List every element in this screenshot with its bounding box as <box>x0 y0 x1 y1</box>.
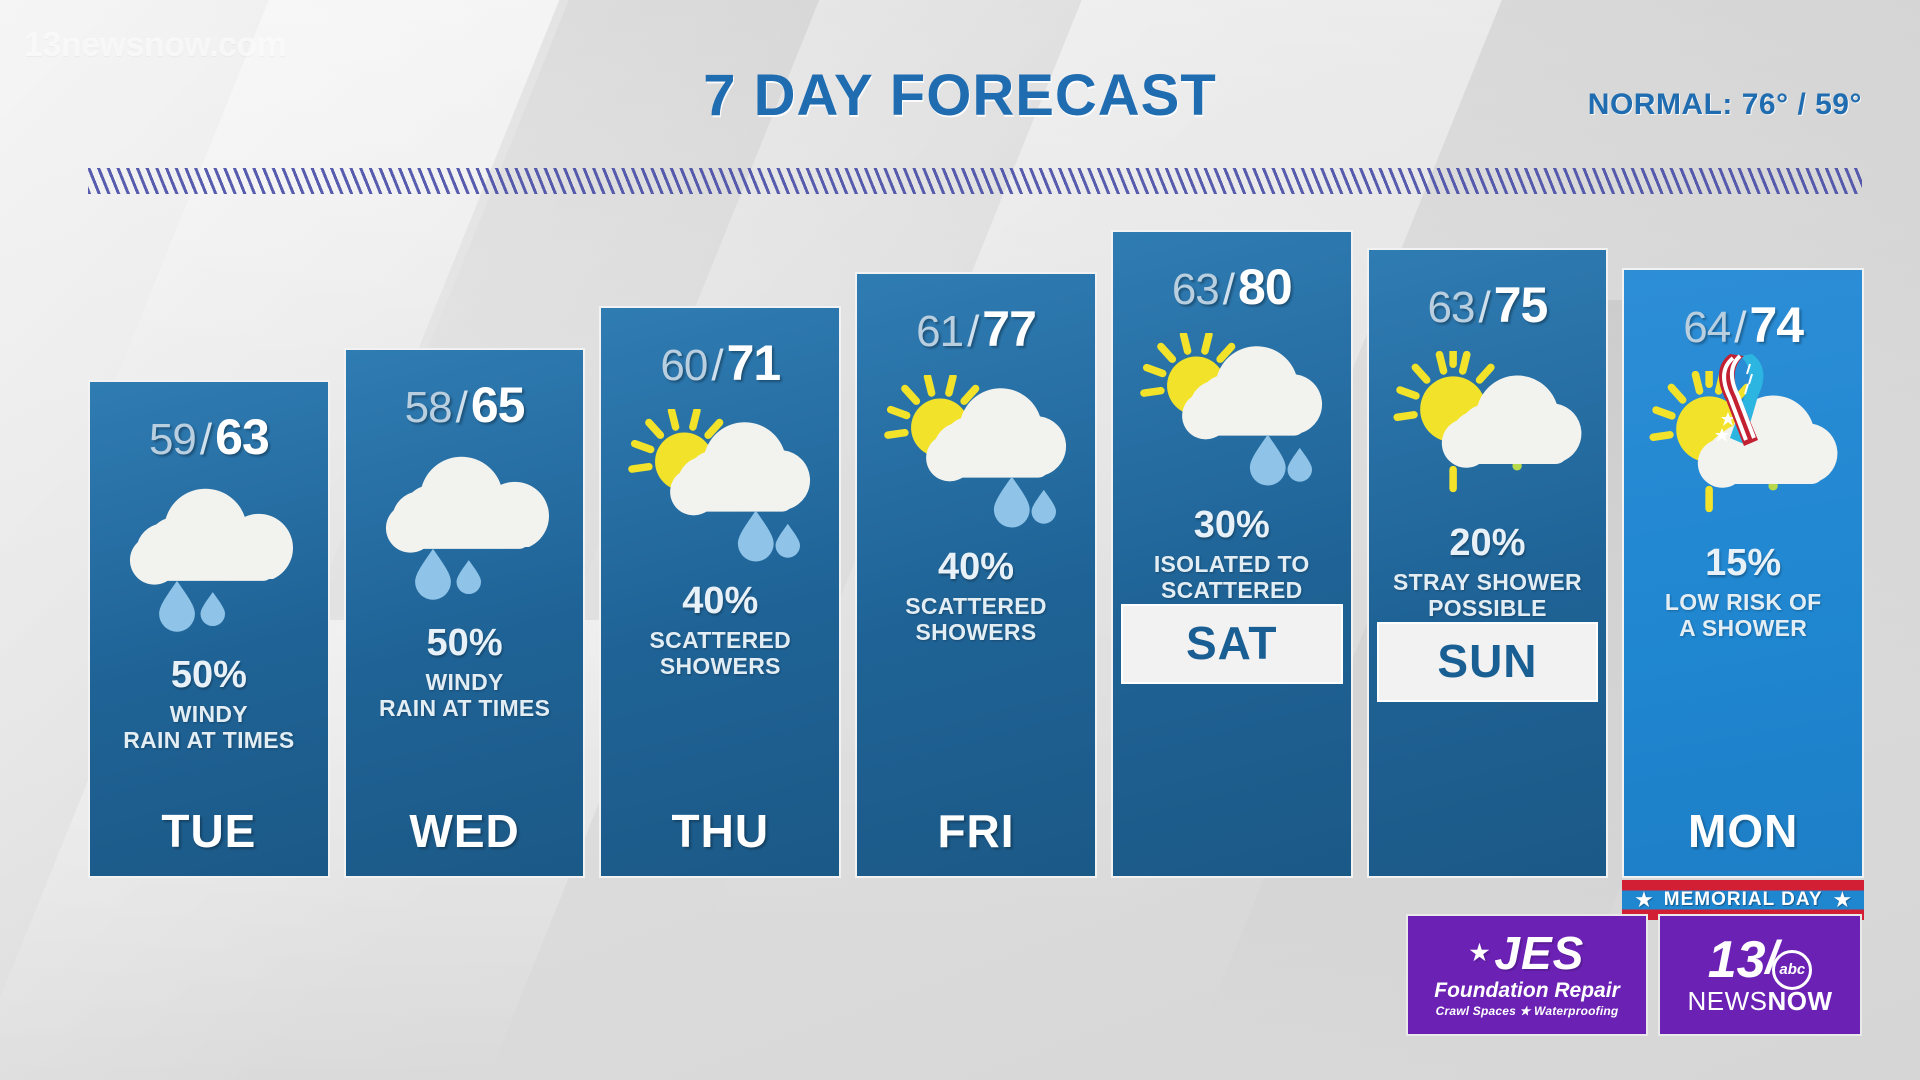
temperature-range: 63/80 <box>1171 258 1293 316</box>
low-temp: 63 <box>1427 283 1476 332</box>
station-now-text: NOW <box>1767 986 1833 1016</box>
precip-chance: 50% <box>170 654 247 696</box>
forecast-day-sat[interactable]: 63/80 30% ISOLATED TO SCATTERED SAT <box>1110 230 1353 878</box>
day-name: THU <box>671 805 770 857</box>
day-name: MON <box>1688 805 1799 857</box>
high-temp: 65 <box>470 377 526 433</box>
low-temp: 64 <box>1683 303 1731 352</box>
precip-chance: 40% <box>937 546 1015 588</box>
condition-text: SCATTERED SHOWERS <box>649 627 792 680</box>
low-temp: 58 <box>404 383 453 432</box>
memorial-ribbon-icon <box>1715 354 1764 446</box>
day-name: TUE <box>161 805 257 857</box>
temperature-range: 60/71 <box>660 334 782 392</box>
star-icon: ★ <box>1469 939 1491 965</box>
high-temp: 80 <box>1238 259 1293 315</box>
precip-chance: 30% <box>1193 504 1270 546</box>
low-temp: 61 <box>916 307 964 356</box>
forecast-day-mon[interactable]: 64/74 15% LOW RISK OF A SHOWER MON ★ MEM… <box>1622 268 1865 920</box>
temp-separator: / <box>455 383 468 432</box>
sun-cloud-rain-icon <box>628 409 811 562</box>
weather-icon-wrap <box>1369 346 1607 516</box>
star-icon: ★ <box>1634 887 1654 912</box>
low-temp: 60 <box>660 341 708 390</box>
day-name: WED <box>409 805 520 857</box>
forecast-day-thu[interactable]: 60/71 40% SCATTERED SHOWERS THU <box>599 306 842 878</box>
condition-text: STRAY SHOWER POSSIBLE <box>1392 569 1582 622</box>
temperature-range: 61/77 <box>916 300 1037 358</box>
precip-chance: 50% <box>426 622 503 664</box>
condition-text: SCATTERED SHOWERS <box>905 593 1047 646</box>
jes-logo-subtagline: Crawl Spaces ★ Waterproofing <box>1435 1004 1619 1019</box>
temp-separator: / <box>1478 283 1491 332</box>
high-temp: 71 <box>726 335 782 391</box>
forecast-day-fri[interactable]: 61/77 40% SCATTERED SHOWERS FRI <box>855 272 1097 878</box>
temp-separator: / <box>1222 265 1235 314</box>
condition-text: LOW RISK OF A SHOWER <box>1664 589 1822 642</box>
forecast-day-sun[interactable]: 63/75 20% STRAY SHOWER POSSIBLE SUN <box>1366 248 1609 878</box>
jes-logo-tagline: Foundation Repair <box>1434 978 1620 1002</box>
condition-text: ISOLATED TO SCATTERED <box>1153 551 1310 604</box>
sun-cloud-rain-icon <box>1139 333 1322 486</box>
cloud-rain-icon <box>129 488 293 632</box>
station-logo-number: 13 / abc <box>1707 931 1813 990</box>
station-logo[interactable]: 13 / abc NEWSNOW <box>1658 914 1862 1036</box>
day-name: SAT <box>1120 603 1343 684</box>
precip-chance: 40% <box>682 580 759 622</box>
memorial-ribbon-icon <box>1700 348 1786 457</box>
high-temp: 75 <box>1493 277 1549 333</box>
hatched-divider <box>88 168 1862 194</box>
weather-icon-wrap <box>857 370 1095 540</box>
seven-day-forecast-strip: 59/63 50% WINDY RAIN AT TIMES TUE 58/65 <box>88 208 1865 920</box>
high-temp: 63 <box>215 409 270 465</box>
weather-icon-wrap <box>90 478 328 648</box>
site-watermark: 13newsnow.com <box>24 26 287 64</box>
day-name: FRI <box>937 805 1015 857</box>
jes-sponsor-logo[interactable]: ★ JES Foundation Repair Crawl Spaces ★ Wa… <box>1406 914 1648 1036</box>
day-name: SUN <box>1376 621 1599 702</box>
temp-separator: / <box>199 415 212 464</box>
weather-icon-wrap <box>1113 328 1351 498</box>
station-news-text: NEWS <box>1687 986 1768 1016</box>
condition-text: WINDY RAIN AT TIMES <box>123 701 295 754</box>
low-temp: 59 <box>148 415 197 464</box>
temperature-range: 59/63 <box>148 408 270 466</box>
high-temp: 77 <box>982 301 1037 357</box>
precip-chance: 15% <box>1705 542 1782 584</box>
low-temp: 63 <box>1171 265 1220 314</box>
weather-icon-wrap <box>346 446 584 616</box>
temp-separator: / <box>711 341 723 390</box>
high-temp: 74 <box>1749 297 1804 353</box>
normal-temps-label: NORMAL: 76° / 59° <box>1587 88 1862 121</box>
forecast-day-tue[interactable]: 59/63 50% WINDY RAIN AT TIMES TUE <box>88 380 330 878</box>
jes-logo-wordmark: ★ JES <box>1470 930 1585 976</box>
abc-badge-icon: abc <box>1772 950 1813 990</box>
temperature-range: 64/74 <box>1683 296 1804 354</box>
condition-text: WINDY RAIN AT TIMES <box>378 669 551 722</box>
jes-logo-text: JES <box>1494 926 1585 979</box>
memorial-day-banner: ★ MEMORIAL DAY ★ <box>1622 880 1865 920</box>
station-logo-wordmark: NEWSNOW <box>1687 988 1832 1014</box>
temperature-range: 63/75 <box>1427 276 1549 334</box>
sun-cloud-icon <box>1393 351 1582 493</box>
star-icon: ★ <box>1832 887 1853 912</box>
precip-chance: 20% <box>1449 522 1526 564</box>
page-title: 7 DAY FORECAST <box>703 63 1217 128</box>
weather-icon-wrap <box>601 404 839 574</box>
forecast-day-wed[interactable]: 58/65 50% WINDY RAIN AT TIMES WED <box>343 348 586 878</box>
memorial-day-label: MEMORIAL DAY <box>1663 889 1823 910</box>
station-number-text: 13 <box>1707 931 1766 989</box>
cloud-rain-icon <box>385 456 549 600</box>
temp-separator: / <box>967 307 979 356</box>
temperature-range: 58/65 <box>404 376 526 434</box>
sponsor-logos: ★ JES Foundation Repair Crawl Spaces ★ Wa… <box>1406 914 1862 1036</box>
sun-cloud-rain-icon <box>884 375 1067 528</box>
temp-separator: / <box>1734 303 1746 352</box>
